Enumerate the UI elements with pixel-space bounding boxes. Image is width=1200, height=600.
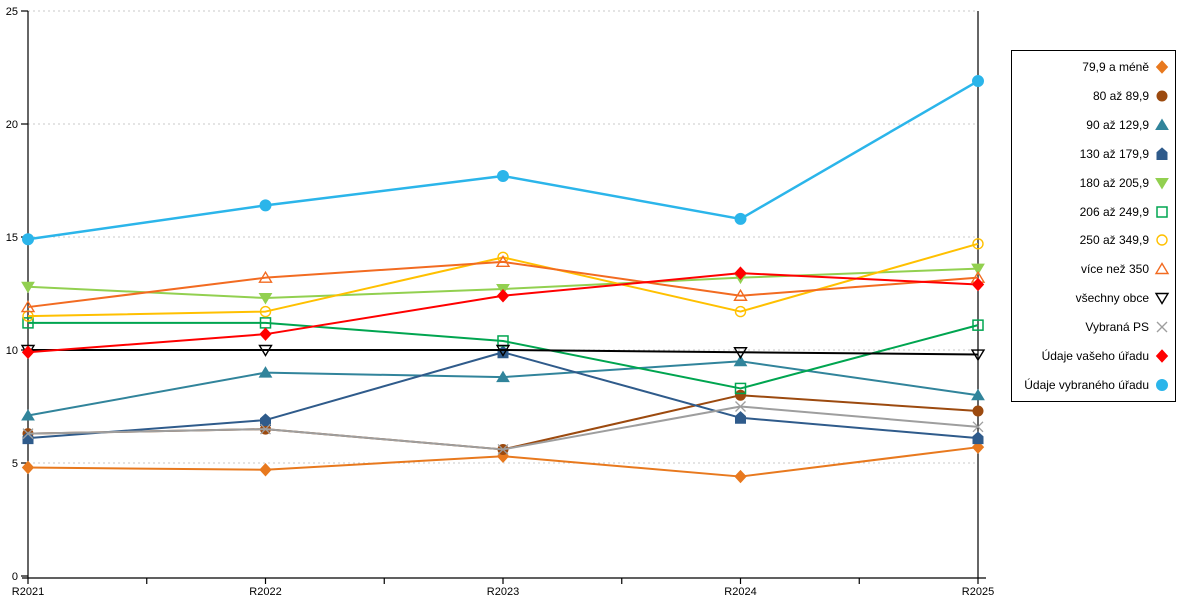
series-4 [22,345,984,445]
y-tick-label: 25 [6,6,18,18]
y-tick-label: 20 [6,119,18,131]
legend-label: 180 až 205,9 [1079,175,1149,190]
series-11 [21,266,985,359]
x-tick-label: R2021 [12,586,44,598]
legend-label: Údaje vybraného úřadu [1024,377,1149,392]
legend-label: všechny obce [1075,291,1149,306]
series-1 [21,440,985,484]
gridlines [28,10,978,464]
triangle-up-marker-icon [1155,118,1169,131]
x-tick-label: R2022 [249,586,281,598]
pentagon-marker-icon [1156,147,1168,160]
x-tick-label: R2024 [724,586,756,598]
legend-item-12: Údaje vybraného úřadu [1012,371,1175,398]
y-axis-ticks: 0 5 10 15 20 25 [6,6,28,583]
legend-label: 80 až 89,9 [1092,89,1149,104]
legend-item-9: všechny obce [1012,285,1175,312]
legend-label: Údaje vašeho úřadu [1041,348,1149,363]
circle-marker-icon [1156,90,1168,102]
legend-label: 90 až 129,9 [1086,118,1149,133]
legend-label: 130 až 179,9 [1079,146,1149,161]
x-marker-icon [1156,321,1168,333]
legend-item-8: více než 350 [1012,256,1175,283]
diamond-marker-icon [1155,60,1169,75]
legend-label: 206 až 249,9 [1079,204,1149,219]
y-tick-label: 0 [12,571,18,583]
legend-label: 250 až 349,9 [1079,233,1149,248]
legend-label: 79,9 a méně [1082,60,1149,75]
legend-item-5: 180 až 205,9 [1012,169,1175,196]
series-8 [20,254,986,313]
circle-marker-icon [1156,378,1168,391]
series-2 [22,389,984,455]
series-3 [21,354,985,421]
legend-item-11: Údaje vašeho úřadu [1012,342,1175,369]
y-tick-label: 15 [6,232,18,244]
legend-item-3: 90 až 129,9 [1012,112,1175,139]
legend-item-4: 130 až 179,9 [1012,140,1175,167]
legend-item-7: 250 až 349,9 [1012,227,1175,254]
y-tick-label: 10 [6,345,18,357]
x-tick-label: R2023 [487,586,519,598]
axes [22,11,986,579]
legend-item-2: 80 až 89,9 [1012,83,1175,110]
legend-item-1: 79,9 a méně [1012,54,1175,81]
legend-label: Vybraná PS [1085,319,1149,334]
x-axis-ticks: R2021 R2022 R2023 R2024 R2025 [12,578,994,598]
series-10 [22,401,984,455]
triangle-up-marker-icon [1154,262,1170,275]
x-tick-label: R2025 [962,586,994,598]
chart-legend: 79,9 a méně 80 až 89,9 90 až 129,9 130 až 1… [1011,50,1176,402]
y-tick-label: 5 [12,458,18,470]
series-12 [22,75,984,246]
triangle-down-marker-icon [1154,292,1170,305]
legend-item-6: 206 až 249,9 [1012,198,1175,225]
legend-item-10: Vybraná PS [1012,313,1175,340]
circle-marker-icon [1156,234,1168,247]
square-marker-icon [1156,205,1168,218]
triangle-down-marker-icon [1155,177,1169,190]
legend-label: více než 350 [1080,262,1149,277]
diamond-marker-icon [1155,348,1169,363]
series-7 [22,238,984,322]
